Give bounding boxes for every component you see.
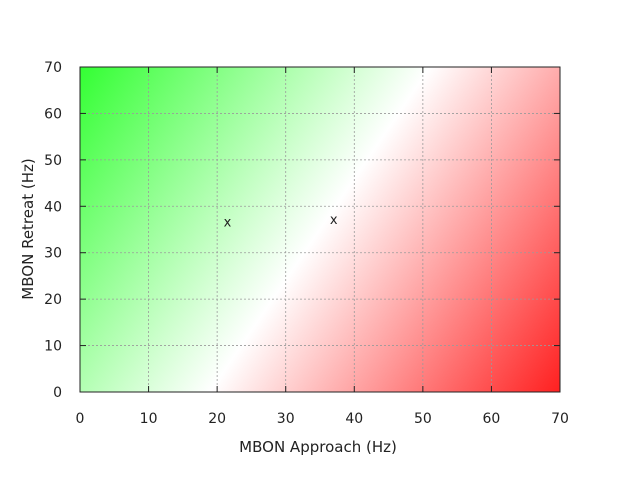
x-tick-label-50: 50 <box>414 411 432 427</box>
x-axis-label: MBON Approach (Hz) <box>239 438 397 456</box>
x-tick-label-70: 70 <box>551 411 569 427</box>
y-tick-label-50: 50 <box>44 153 62 169</box>
y-tick-label-0: 0 <box>53 385 62 401</box>
x-tick-label-60: 60 <box>483 411 501 427</box>
x-axis-tick-labels: 0 10 20 30 40 50 60 70 <box>76 411 569 427</box>
y-tick-label-60: 60 <box>44 106 62 122</box>
data-point-2: x <box>330 213 338 228</box>
data-point-1: x <box>224 216 232 231</box>
y-tick-label-30: 30 <box>44 246 62 262</box>
plot-frame <box>79 66 561 393</box>
x-tick-label-0: 0 <box>76 411 85 427</box>
x-tick-label-40: 40 <box>345 411 363 427</box>
y-tick-label-40: 40 <box>44 199 62 215</box>
y-axis-label: MBON Retreat (Hz) <box>19 158 37 299</box>
x-tick-label-20: 20 <box>208 411 226 427</box>
y-axis-tick-labels: 0 10 20 30 40 50 60 70 <box>44 60 62 401</box>
y-tick-label-70: 70 <box>44 60 62 76</box>
x-tick-label-30: 30 <box>277 411 295 427</box>
grid-lines <box>80 67 560 392</box>
y-tick-label-10: 10 <box>44 339 62 355</box>
heatmap-surface <box>80 67 560 392</box>
y-tick-label-20: 20 <box>44 292 62 308</box>
x-tick-label-10: 10 <box>140 411 158 427</box>
tick-marks <box>79 66 561 393</box>
